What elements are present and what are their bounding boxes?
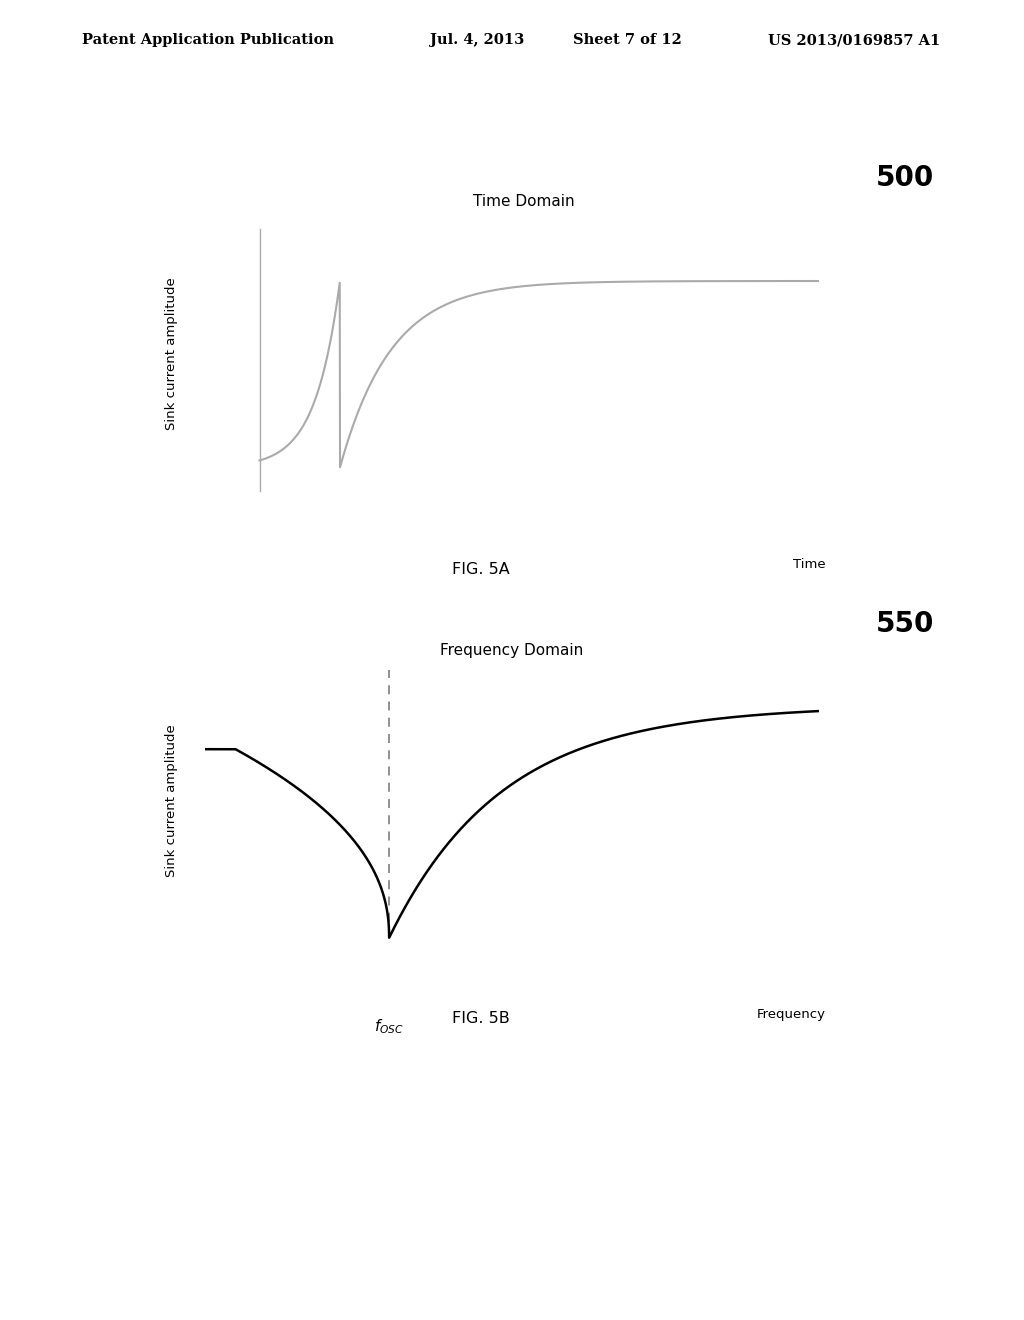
Text: Frequency: Frequency: [757, 1007, 825, 1020]
Text: 500: 500: [876, 164, 934, 191]
Text: Sink current amplitude: Sink current amplitude: [165, 725, 177, 878]
Text: US 2013/0169857 A1: US 2013/0169857 A1: [768, 33, 940, 48]
Text: Time Domain: Time Domain: [473, 194, 575, 209]
Text: Frequency Domain: Frequency Domain: [440, 643, 584, 657]
Text: Patent Application Publication: Patent Application Publication: [82, 33, 334, 48]
Text: Jul. 4, 2013: Jul. 4, 2013: [430, 33, 524, 48]
Text: FIG. 5B: FIG. 5B: [453, 1011, 510, 1026]
Text: Sheet 7 of 12: Sheet 7 of 12: [573, 33, 682, 48]
Text: FIG. 5A: FIG. 5A: [453, 562, 510, 577]
Text: Time: Time: [793, 558, 825, 572]
Text: Sink current amplitude: Sink current amplitude: [165, 277, 177, 430]
Text: 550: 550: [876, 610, 934, 638]
Text: $f_{OSC}$: $f_{OSC}$: [374, 1016, 404, 1036]
